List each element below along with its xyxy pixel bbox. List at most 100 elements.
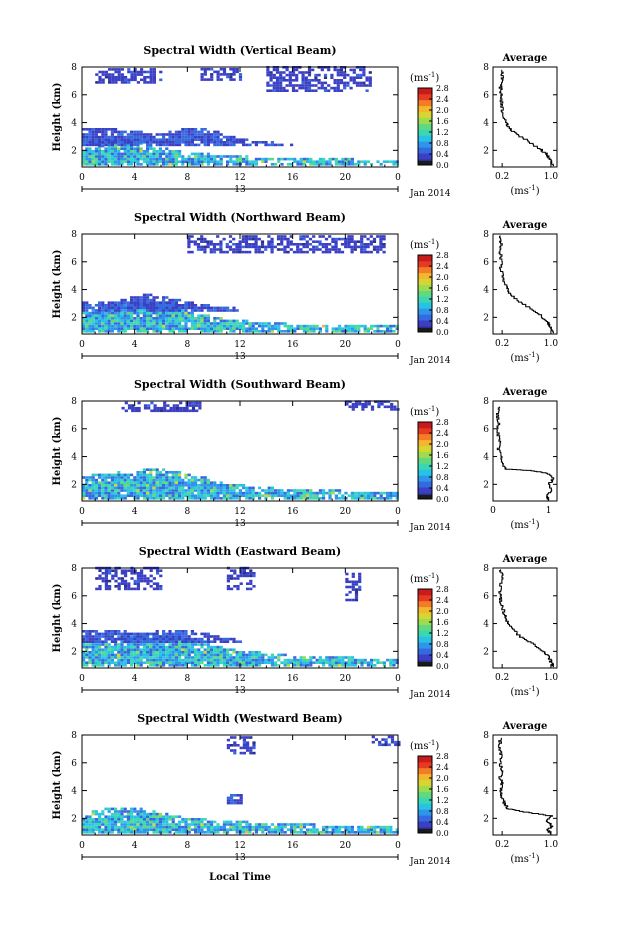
heatmap-cell [270,653,274,657]
heatmap-cell [181,311,185,315]
heatmap-cell [200,322,204,325]
heatmap-cell [276,237,281,241]
colorbar: 0.00.40.81.21.62.02.42.8 [417,752,449,838]
heatmap-cell [328,248,332,251]
heatmap-cell [158,491,162,495]
heatmap-cell [299,491,303,495]
heatmap-cell [341,497,345,500]
colorbar-segment [418,147,432,154]
heatmap-cell [203,640,207,643]
average-x-axis-label: (ms-1) [510,184,539,197]
heatmap-cell [345,580,349,584]
heatmap-cell [143,75,147,79]
heatmap-cell [248,160,252,163]
heatmap-cell [270,494,274,497]
heatmap-cell [236,801,240,805]
heatmap-cell [226,489,230,492]
heatmap-cell [203,135,207,139]
heatmap-cell [245,143,249,147]
heatmap-cell [130,486,134,490]
heatmap-cell [110,160,114,163]
heatmap-cell [333,89,337,92]
heatmap-cell [146,658,150,662]
heatmap-cell [124,81,128,84]
heatmap-cell [149,820,153,824]
heatmap-cell [248,235,252,238]
heatmap-cell [162,818,166,821]
heatmap-cell [350,330,354,333]
heatmap-cell [293,825,297,829]
heatmap-cell [174,637,178,641]
heatmap-cell [178,150,182,153]
heatmap-cell [324,248,329,251]
heatmap-cell [190,301,194,304]
heatmap-cell [171,152,175,156]
heatmap-cell [142,640,146,643]
heatmap-cell [200,484,204,487]
heatmap-cell [123,478,127,482]
heatmap-cell [286,245,290,249]
heatmap-cell [196,243,201,246]
heatmap-cell [346,84,350,87]
heatmap-cell [104,133,108,136]
heatmap-cell [187,306,191,310]
heatmap-cell [360,243,364,246]
heatmap-cell [334,248,338,251]
heatmap-cell [188,404,192,407]
heatmap-cell [245,155,249,158]
heatmap-cell [117,68,121,71]
heatmap-cell [181,141,185,144]
heatmap-cell [107,815,111,818]
heatmap-cell [168,317,172,320]
heatmap-cell [264,491,268,495]
heatmap-cell [200,160,204,163]
heatmap-cell [347,330,351,333]
heatmap-cell [146,138,150,141]
heatmap-cell [306,661,310,664]
heatmap-cell [117,70,121,74]
heatmap-cell [107,143,111,147]
heatmap-cell [350,324,354,328]
heatmap-cell [345,577,349,581]
heatmap-cell [206,143,210,147]
heatmap-cell [242,651,246,654]
y-tick-label: 8 [71,230,77,240]
heatmap-cell [379,237,383,241]
heatmap-cell [120,494,124,497]
heatmap-cell [108,585,112,588]
heatmap-cell [248,163,252,166]
heatmap-cell [203,658,207,662]
heatmap-cell [184,143,188,147]
heatmap-cell [206,155,210,158]
heatmap-cell [114,319,118,323]
heatmap-cell [152,645,156,649]
heatmap-cell [110,301,114,304]
heatmap-cell [197,306,201,310]
heatmap-cell [136,70,140,74]
heatmap-cell [184,643,188,646]
heatmap-cell [142,152,146,156]
heatmap-cell [328,160,332,163]
heatmap-cell [264,658,268,662]
heatmap-cell [168,133,172,136]
heatmap-cell [235,640,239,643]
heatmap-cell [210,831,214,834]
heatmap-cell [94,481,98,484]
heatmap-cell [322,163,326,166]
heatmap-cell [171,327,175,330]
heatmap-cell [146,637,150,641]
heatmap-cell [120,489,124,492]
heatmap-cell [104,143,108,147]
heatmap-cell [290,327,294,330]
heatmap-cell [248,491,252,495]
heatmap-cell [139,296,143,299]
y-tick-label: 6 [71,592,77,602]
heatmap-cell [251,661,255,664]
heatmap-cell [149,468,153,471]
heatmap-cell [257,250,261,254]
heatmap-cell [142,645,146,649]
heatmap-cell [232,306,236,310]
heatmap-cell [203,643,207,646]
heatmap-cell [120,476,124,479]
heatmap-cell [149,486,153,490]
